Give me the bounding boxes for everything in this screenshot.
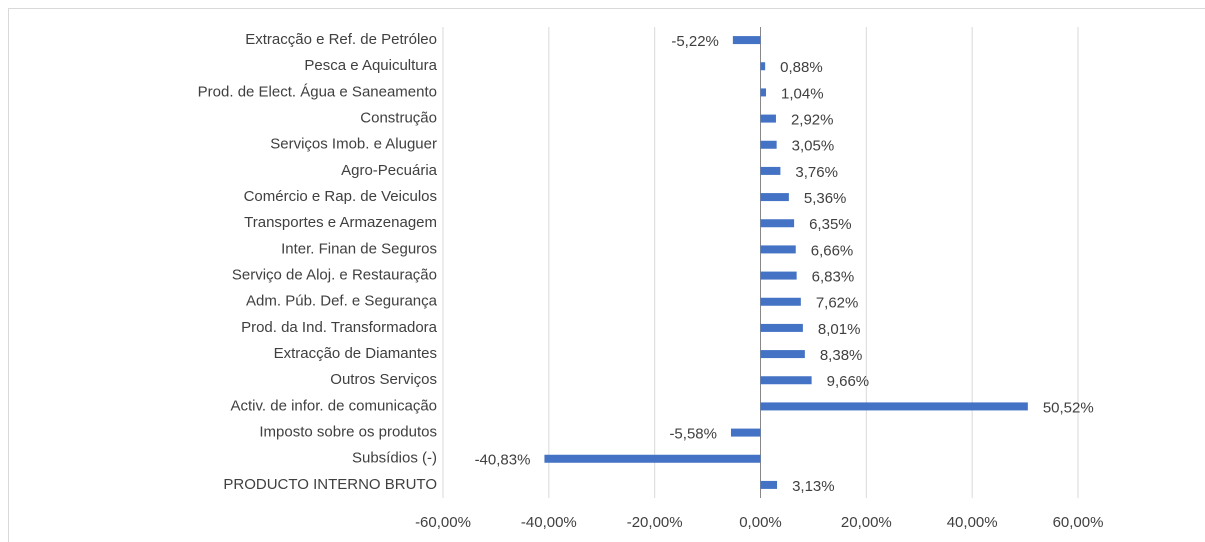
bar — [760, 140, 777, 149]
value-label: 3,05% — [792, 138, 835, 155]
value-label: 0,88% — [780, 59, 823, 76]
value-label: 1,04% — [781, 85, 824, 102]
value-label: 5,36% — [804, 190, 847, 207]
value-label: 3,13% — [792, 478, 835, 495]
bar — [760, 402, 1028, 411]
category-label: Prod. de Elect. Água e Saneamento — [198, 83, 437, 100]
bar — [730, 428, 761, 437]
value-label: 9,66% — [827, 373, 870, 390]
category-label: PRODUCTO INTERNO BRUTO — [223, 476, 437, 493]
category-label: Prod. da Ind. Transformadora — [241, 319, 438, 336]
value-label: 3,76% — [795, 164, 838, 181]
x-tick-label: 20,00% — [841, 514, 892, 531]
category-label: Extracção de Diamantes — [274, 345, 437, 362]
value-label: 8,01% — [818, 321, 861, 338]
bar — [760, 245, 796, 254]
bar — [760, 62, 766, 71]
bar — [760, 297, 801, 306]
category-label: Transportes e Armazenagem — [244, 214, 437, 231]
category-label: Pesca e Aquicultura — [304, 57, 437, 74]
bar — [760, 480, 778, 489]
value-label: 50,52% — [1043, 399, 1094, 416]
x-tick-label: 40,00% — [947, 514, 998, 531]
bar — [760, 376, 812, 385]
bar — [544, 454, 761, 463]
x-tick-label: 0,00% — [739, 514, 782, 531]
category-label: Imposto sobre os produtos — [259, 424, 437, 441]
value-label: 6,66% — [811, 242, 854, 259]
bar — [760, 350, 805, 359]
chart-frame — [8, 8, 1205, 542]
x-tick-label: 60,00% — [1053, 514, 1104, 531]
value-label: 2,92% — [791, 112, 834, 129]
bar — [760, 166, 781, 175]
x-tick-label: -20,00% — [627, 514, 683, 531]
category-label: Adm. Púb. Def. e Segurança — [246, 293, 438, 310]
category-label: Agro-Pecuária — [341, 162, 438, 179]
x-tick-label: -40,00% — [521, 514, 577, 531]
bar — [760, 323, 803, 332]
value-label: 6,35% — [809, 216, 852, 233]
category-label: Comércio e Rap. de Veiculos — [244, 188, 437, 205]
bar — [760, 193, 789, 202]
value-label: -5,58% — [669, 426, 717, 443]
category-label: Serviços Imob. e Aluguer — [270, 136, 437, 153]
value-label: 6,83% — [812, 269, 855, 286]
bar — [732, 36, 761, 45]
category-label: Serviço de Aloj. e Restauração — [232, 267, 437, 284]
category-label: Extracção e Ref. de Petróleo — [245, 31, 437, 48]
bar — [760, 114, 776, 123]
category-label: Construção — [360, 110, 437, 127]
value-label: 8,38% — [820, 347, 863, 364]
bar — [760, 88, 767, 97]
category-label: Activ. de infor. de comunicação — [231, 397, 438, 414]
x-tick-label: -60,00% — [415, 514, 471, 531]
value-label: 7,62% — [816, 295, 859, 312]
value-label: -5,22% — [671, 33, 719, 50]
category-label: Subsídios (-) — [352, 450, 437, 467]
bar — [760, 271, 797, 280]
category-label: Outros Serviços — [330, 371, 437, 388]
value-label: -40,83% — [475, 452, 531, 469]
category-label: Inter. Finan de Seguros — [281, 240, 437, 257]
bar — [760, 219, 795, 228]
